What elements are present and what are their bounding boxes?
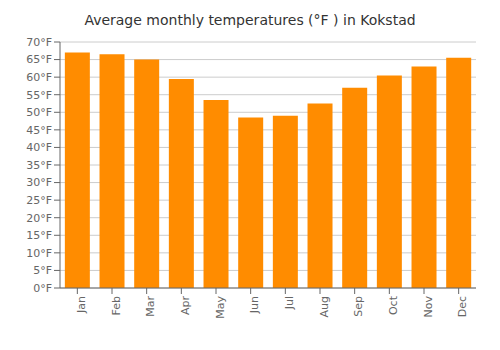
svg-text:Apr: Apr	[179, 296, 192, 316]
svg-text:0°F: 0°F	[33, 282, 52, 295]
svg-text:Jul: Jul	[283, 296, 296, 310]
svg-text:35°F: 35°F	[26, 159, 52, 172]
svg-text:Dec: Dec	[456, 296, 469, 317]
svg-text:Mar: Mar	[144, 296, 157, 317]
svg-text:May: May	[214, 296, 227, 319]
svg-text:65°F: 65°F	[26, 53, 52, 66]
svg-text:Aug: Aug	[318, 296, 331, 317]
svg-text:Oct: Oct	[387, 295, 400, 315]
svg-text:Jan: Jan	[75, 296, 88, 314]
svg-text:15°F: 15°F	[26, 229, 52, 242]
svg-text:40°F: 40°F	[26, 141, 52, 154]
svg-text:Nov: Nov	[422, 296, 435, 318]
svg-text:45°F: 45°F	[26, 124, 52, 137]
svg-text:Jun: Jun	[248, 296, 261, 314]
svg-text:20°F: 20°F	[26, 212, 52, 225]
svg-text:30°F: 30°F	[26, 176, 52, 189]
svg-text:Sep: Sep	[352, 296, 365, 317]
svg-text:50°F: 50°F	[26, 106, 52, 119]
svg-text:Feb: Feb	[110, 296, 123, 315]
svg-text:70°F: 70°F	[26, 36, 52, 49]
svg-text:60°F: 60°F	[26, 71, 52, 84]
svg-text:10°F: 10°F	[26, 247, 52, 260]
svg-text:5°F: 5°F	[33, 264, 52, 277]
svg-text:25°F: 25°F	[26, 194, 52, 207]
svg-text:55°F: 55°F	[26, 89, 52, 102]
html-text:Average monthly temperatures (: Average monthly temperatures (°F ) in Ko…	[84, 12, 416, 28]
